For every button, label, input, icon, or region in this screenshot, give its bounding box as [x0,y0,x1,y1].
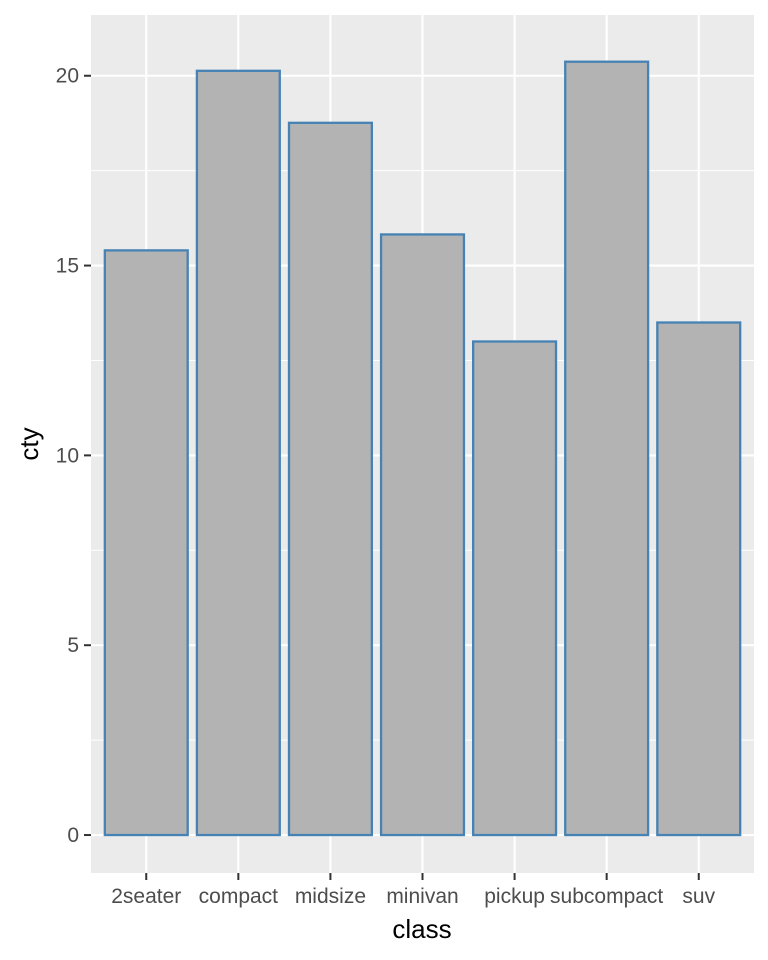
bar-subcompact [564,60,650,837]
x-tick-label: 2seater [111,885,181,908]
bar-2seater [103,249,189,837]
axes: 0 5 10 15 20 2seater compact midsize minivan pick… [56,65,716,908]
y-tick-label: 20 [56,65,79,88]
bar-midsize [287,121,374,837]
bar-compact [195,69,281,837]
bar-minivan [379,233,466,837]
bars [103,60,742,837]
x-tick-label: pickup [484,885,545,908]
x-tick-label: suv [682,885,715,908]
y-axis-title: cty [14,427,44,460]
y-tick-label: 0 [67,824,79,847]
y-tick-label: 15 [56,255,79,278]
y-tick-label: 10 [56,444,79,467]
x-tick-label: subcompact [550,885,663,908]
x-axis-title: class [392,914,451,944]
x-tick-label: midsize [295,885,366,908]
bar-suv [656,321,742,837]
y-tick-label: 5 [67,634,79,657]
x-tick-label: compact [199,885,279,908]
x-tick-label: minivan [386,885,458,908]
bar-pickup [471,340,558,837]
